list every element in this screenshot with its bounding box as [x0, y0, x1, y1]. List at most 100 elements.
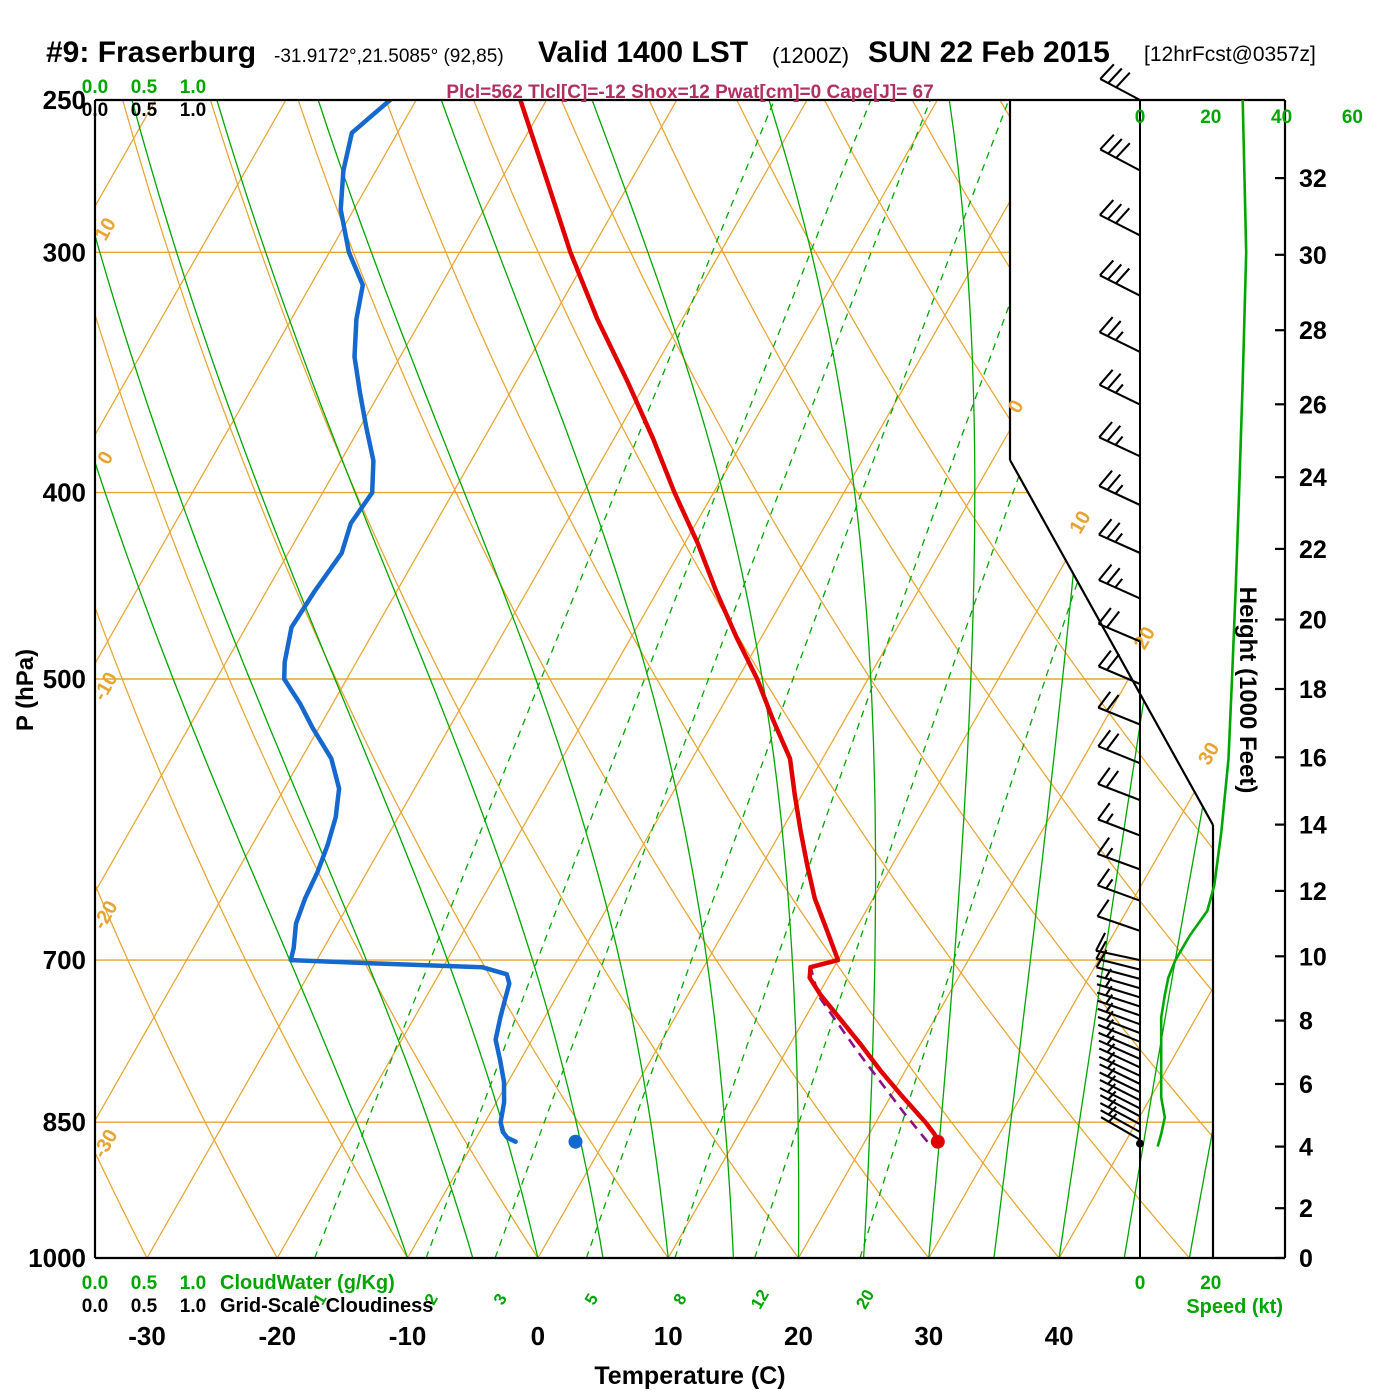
temperature-tick-label: -30: [128, 1321, 166, 1351]
wind-barb: [1098, 1051, 1141, 1077]
speed-tick-label: 40: [1271, 107, 1292, 128]
isobar-lines: [95, 251, 1213, 1123]
pressure-axis: 250 300 400 500 700 850 1000: [28, 85, 86, 1273]
cloudwater-tick-label: 0.0: [82, 77, 108, 98]
wind-barb: [1096, 985, 1141, 1008]
wind-barb: [1099, 133, 1141, 172]
speed-tick-label: 60: [1342, 107, 1363, 128]
wind-barb: [1099, 1075, 1141, 1102]
speed-tick-label: 20: [1200, 107, 1221, 128]
wind-barb: [1100, 1105, 1141, 1133]
mixing-ratio-label: 12: [747, 1286, 773, 1312]
skewt-grid-area: [95, 100, 1213, 1258]
speed-tick-label: 0: [1135, 1273, 1146, 1294]
wind-barb: [1098, 369, 1141, 406]
speed-tick-label: 20: [1200, 1273, 1221, 1294]
wind-barb: [1097, 767, 1141, 802]
wind-barb: [1096, 899, 1141, 932]
wind-barb: [1099, 1067, 1141, 1094]
wind-barb: [1098, 1035, 1141, 1060]
wind-barb: [1098, 316, 1141, 353]
height-tick-label: 20: [1299, 607, 1327, 635]
wind-barb: [1097, 649, 1141, 685]
forecast-tag: [12hrFcst@0357z]: [1144, 43, 1316, 66]
wind-barb: [1097, 994, 1141, 1017]
temperature-axis: -30 -20 -10 0 10 20 30 40: [128, 1321, 1073, 1351]
wind-barb: [1096, 977, 1141, 999]
cloudwater-axis-title: CloudWater (g/Kg): [220, 1272, 395, 1294]
wind-barb: [1098, 470, 1141, 506]
cloudiness-tick-label: 0.0: [82, 100, 108, 121]
cloudwater-tick-label: 0.5: [131, 1273, 158, 1294]
pressure-tick-label: 400: [43, 478, 86, 508]
wind-barb: [1097, 1018, 1141, 1043]
height-tick-label: 18: [1299, 676, 1327, 704]
isotherm-label: 0: [1004, 396, 1029, 417]
wind-barb: [1096, 868, 1141, 902]
pressure-tick-label: 850: [43, 1107, 86, 1137]
dry-adiabat-lines: [95, 100, 1213, 1258]
wind-barb: [1098, 563, 1141, 600]
pressure-tick-label: 500: [43, 664, 86, 694]
dewpoint-curve: [281, 100, 518, 1144]
temperature-tick-label: 40: [1045, 1321, 1074, 1351]
cloudwater-tick-label: 0.0: [82, 1273, 108, 1294]
temperature-tick-label: 30: [914, 1321, 943, 1351]
surface-dewpoint-dot: [568, 1134, 583, 1149]
speed-tick-label: 0: [1135, 107, 1146, 128]
wind-barb: [1097, 729, 1141, 765]
wind-barb: [1095, 940, 1141, 971]
height-tick-label: 10: [1299, 943, 1327, 971]
wind-barb: [1099, 259, 1141, 297]
height-tick-label: 32: [1299, 165, 1327, 193]
wind-barb: [1099, 63, 1141, 101]
mixing-ratio-label: 20: [852, 1286, 878, 1312]
wind-barb: [1095, 932, 1141, 962]
wind-barb: [1099, 199, 1141, 237]
temperature-tick-label: -10: [389, 1321, 427, 1351]
speed-curve: [1156, 99, 1248, 1147]
valid-zulu-time: (1200Z): [772, 43, 850, 68]
height-tick-label: 30: [1299, 242, 1327, 270]
height-tick-label: 24: [1299, 464, 1327, 492]
cloudiness-tick-label: 0.5: [131, 1296, 158, 1317]
pressure-tick-label: 700: [43, 945, 86, 975]
wind-barb: [1100, 1113, 1141, 1141]
height-tick-label: 2: [1299, 1195, 1313, 1223]
wind-barb: [1097, 1010, 1141, 1035]
cloudiness-tick-label: 0.0: [82, 1296, 108, 1317]
height-tick-label: 12: [1299, 878, 1327, 906]
speed-axis-title: Speed (kt): [1186, 1296, 1283, 1318]
wind-barb: [1096, 836, 1141, 871]
temperature-axis-title: Temperature (C): [594, 1362, 786, 1390]
valid-date: SUN 22 Feb 2015: [868, 36, 1110, 69]
height-tick-label: 4: [1299, 1134, 1313, 1162]
cloudwater-tick-label: 1.0: [180, 1273, 206, 1294]
wind-barb: [1097, 607, 1141, 643]
surface-temp-dot: [930, 1134, 945, 1149]
isotherm-label: 0: [93, 448, 118, 469]
height-tick-label: 28: [1299, 317, 1327, 345]
height-tick-label: 26: [1299, 391, 1327, 419]
isotherm-label: 30: [1194, 739, 1224, 769]
pressure-tick-label: 250: [43, 85, 86, 115]
temperature-tick-label: 0: [531, 1321, 545, 1351]
height-tick-label: 14: [1299, 812, 1327, 840]
cloudiness-tick-label: 1.0: [180, 1296, 206, 1317]
wind-barb: [1099, 1090, 1141, 1118]
cloudwater-tick-label: 0.5: [131, 77, 158, 98]
station-level-dot: [1136, 1139, 1144, 1148]
wind-barb: [1097, 802, 1141, 837]
mixing-ratio-label: 3: [490, 1290, 511, 1308]
mixing-ratio-label: 8: [670, 1290, 691, 1308]
height-tick-label: 8: [1299, 1008, 1313, 1036]
temperature-tick-label: -20: [259, 1321, 297, 1351]
valid-time: Valid 1400 LST: [538, 36, 749, 69]
wind-barb: [1098, 1043, 1141, 1069]
height-axis-title: Height (1000 Feet): [1234, 586, 1261, 794]
plot-frame: [93, 98, 1287, 1260]
pressure-tick-label: 1000: [28, 1243, 86, 1273]
height-tick-label: 6: [1299, 1071, 1313, 1099]
